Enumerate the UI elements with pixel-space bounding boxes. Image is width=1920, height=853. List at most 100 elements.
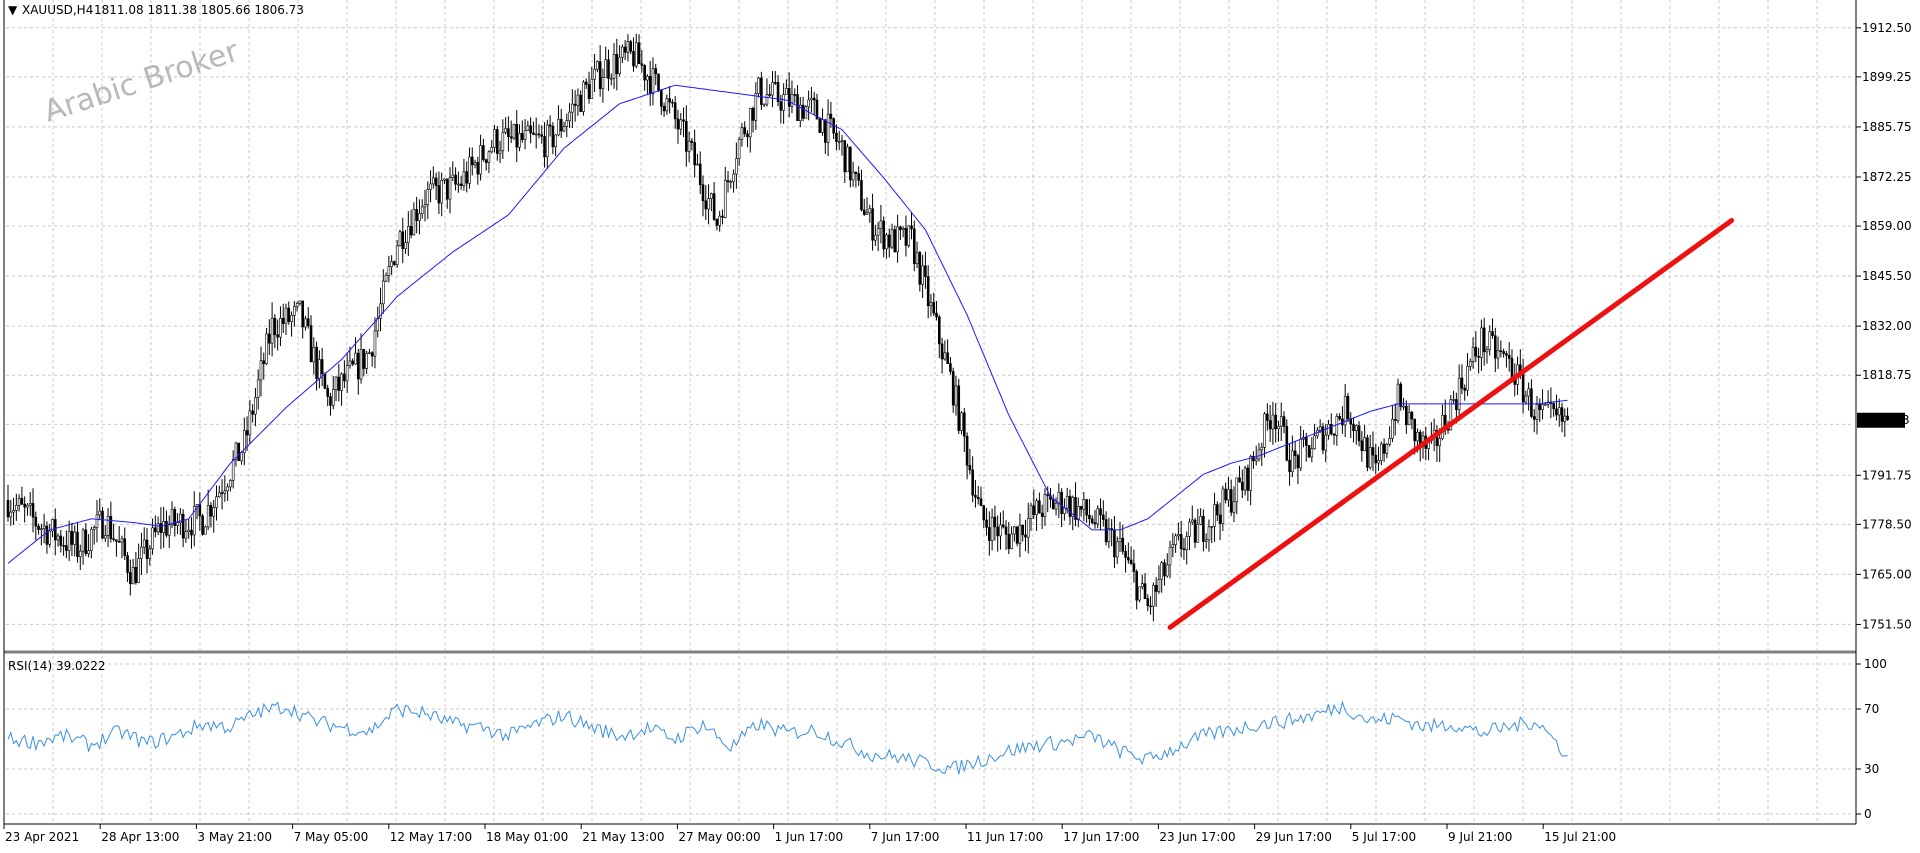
candle-body: [140, 546, 143, 559]
candle-body: [965, 435, 969, 466]
candle-body: [601, 77, 605, 90]
candle-body: [1363, 437, 1366, 452]
candle-body: [457, 183, 460, 186]
candle-body: [785, 88, 788, 95]
candle-body: [1015, 526, 1019, 544]
candle-body: [537, 133, 541, 136]
candle-body: [482, 145, 485, 160]
candle-body: [1468, 361, 1472, 367]
candle-body: [840, 140, 844, 142]
candle-body: [963, 412, 966, 437]
candle-body: [6, 499, 10, 518]
candle-body: [487, 151, 491, 163]
candle-body: [1068, 495, 1072, 517]
candle-body: [1471, 346, 1475, 362]
candle-body: [568, 111, 571, 122]
candle-body: [640, 63, 644, 66]
candle-body: [687, 140, 691, 152]
candle-body: [1566, 415, 1569, 421]
candle-body: [262, 360, 266, 365]
candle-body: [1043, 494, 1047, 517]
candle-body: [370, 352, 374, 357]
candle-body: [1051, 499, 1055, 510]
candle-body: [1538, 404, 1542, 410]
candle-body: [20, 498, 24, 505]
candle-body: [512, 124, 516, 139]
candle-body: [387, 266, 391, 276]
candle-body: [240, 452, 243, 462]
candle-body: [765, 94, 769, 105]
candle-body: [746, 133, 749, 138]
candle-body: [381, 280, 385, 305]
candle-body: [290, 315, 293, 322]
candle-body: [479, 145, 482, 175]
candle-body: [1555, 408, 1558, 416]
candle-body: [384, 274, 388, 282]
candle-body: [554, 134, 557, 148]
candle-body: [415, 209, 418, 221]
candle-body: [996, 526, 999, 537]
time-tick-label: 11 Jun 17:00: [967, 830, 1043, 844]
candle-body: [779, 101, 783, 111]
support-trendline[interactable]: [1167, 217, 1735, 630]
candle-body: [1238, 477, 1241, 483]
candle-body: [1124, 551, 1127, 558]
candle-body: [951, 371, 955, 406]
candle-body: [1438, 438, 1441, 446]
candle-body: [1118, 537, 1122, 543]
candle-body: [526, 125, 530, 131]
candle-body: [53, 519, 57, 541]
candle-body: [445, 178, 449, 200]
candle-body: [529, 125, 532, 134]
candle-body: [1380, 443, 1383, 461]
candle-body: [1329, 424, 1333, 435]
candle-body: [1177, 534, 1180, 537]
candle-body: [295, 303, 299, 307]
candle-body: [59, 535, 63, 546]
price-tick-label: 1791.75: [1862, 468, 1912, 482]
candle-body: [915, 252, 919, 264]
candle-body: [634, 42, 638, 67]
candle-body: [306, 318, 310, 326]
candle-body: [42, 525, 46, 529]
time-tick-label: 29 Jun 17:00: [1256, 830, 1332, 844]
candle-body: [657, 73, 660, 91]
candle-body: [1071, 497, 1075, 517]
candle-body: [976, 496, 980, 500]
candle-body: [256, 379, 260, 398]
candle-body: [885, 234, 888, 250]
candle-body: [459, 183, 463, 187]
candle-body: [896, 226, 899, 253]
candle-body: [1307, 445, 1311, 458]
candle-body: [604, 59, 608, 78]
candle-body: [1544, 403, 1547, 406]
candle-body: [1224, 488, 1227, 501]
candle-body: [1057, 491, 1061, 504]
candle-body: [1318, 426, 1322, 431]
candle-body: [559, 118, 563, 132]
candle-body: [935, 312, 938, 318]
candle-body: [718, 215, 721, 226]
symbol-label: XAUUSD,H4: [22, 3, 93, 17]
candle-body: [629, 41, 633, 52]
candle-body: [632, 51, 635, 67]
candle-body: [882, 220, 886, 250]
time-tick-label: 21 May 13:00: [582, 830, 664, 844]
candle-body: [507, 128, 510, 137]
candle-body: [587, 84, 591, 99]
candle-body: [365, 352, 368, 369]
candle-body: [34, 516, 38, 527]
candle-body: [423, 204, 427, 208]
candle-body: [787, 88, 791, 107]
candle-body: [106, 516, 110, 536]
rsi-tick-label: 30: [1864, 762, 1879, 776]
candle-body: [184, 531, 188, 539]
grid: [6, 0, 1854, 822]
time-tick-label: 12 May 17:00: [390, 830, 472, 844]
candle-body: [679, 119, 683, 130]
candle-body: [1285, 426, 1289, 461]
symbol-menu-icon[interactable]: ▼: [8, 3, 18, 17]
candle-body: [329, 396, 332, 406]
candle-body: [1343, 396, 1347, 426]
